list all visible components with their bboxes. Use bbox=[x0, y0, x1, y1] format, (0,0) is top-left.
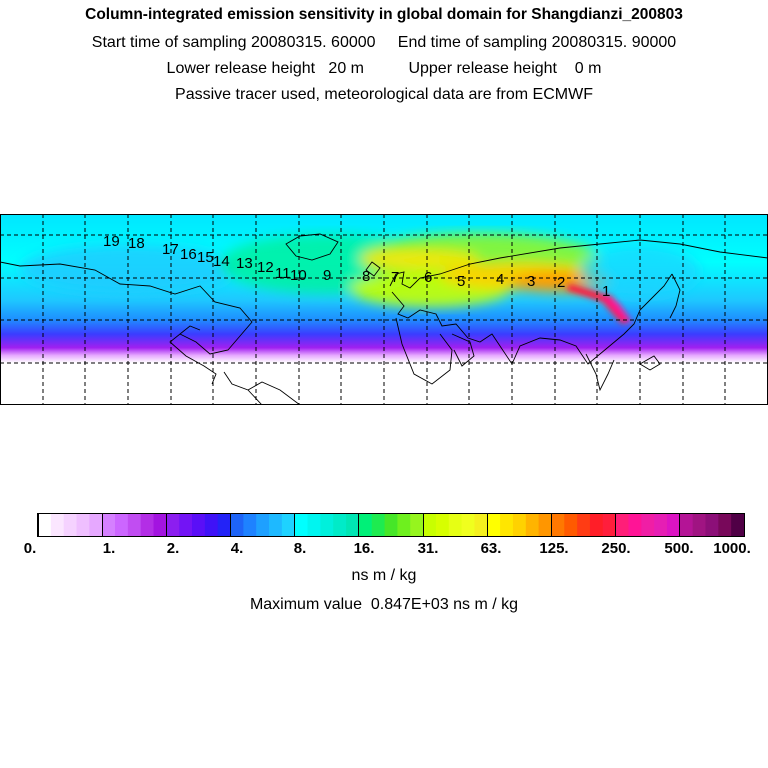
colorbar-cell bbox=[281, 514, 296, 536]
colorbar-cell bbox=[230, 514, 244, 536]
tracer-info-line: Passive tracer used, meteorological data… bbox=[175, 86, 593, 103]
colorbar-cell bbox=[423, 514, 437, 536]
colorbar-cell bbox=[602, 514, 617, 536]
colorbar-cell bbox=[76, 514, 90, 536]
trajectory-label: 14 bbox=[213, 253, 230, 270]
colorbar-tick-label: 8. bbox=[293, 540, 307, 557]
colorbar-tick-label: 125. bbox=[539, 540, 569, 557]
trajectory-label: 4 bbox=[496, 271, 504, 288]
colorbar-cell bbox=[692, 514, 706, 536]
colorbar-cell bbox=[192, 514, 206, 536]
colorbar-cell bbox=[410, 514, 424, 536]
colorbar-cell bbox=[204, 514, 219, 536]
trajectory-label: 8 bbox=[362, 268, 370, 285]
colorbar-cell bbox=[628, 514, 642, 536]
colorbar-cell bbox=[102, 514, 116, 536]
colorbar-cell bbox=[269, 514, 283, 536]
colorbar-tick-label: 1. bbox=[102, 540, 116, 557]
colorbar-cell bbox=[538, 514, 552, 536]
colorbar-cell bbox=[256, 514, 270, 536]
trajectory-label: 11 bbox=[275, 265, 291, 282]
colorbar-cell bbox=[500, 514, 514, 536]
colorbar-cell bbox=[641, 514, 655, 536]
colorbar-cell bbox=[243, 514, 257, 536]
colorbar-cell bbox=[179, 514, 193, 536]
colorbar-cell bbox=[140, 514, 155, 536]
colorbar-cell bbox=[153, 514, 167, 536]
colorbar-cell bbox=[397, 514, 411, 536]
colorbar-cell bbox=[166, 514, 180, 536]
colorbar-cell bbox=[217, 514, 232, 536]
sensitivity-plume bbox=[20, 233, 700, 307]
colorbar-cell bbox=[474, 514, 488, 536]
trajectory-label: 5 bbox=[457, 273, 465, 290]
colorbar bbox=[37, 513, 745, 537]
trajectory-label: 18 bbox=[128, 235, 145, 252]
colorbar-units: ns m / kg bbox=[351, 567, 417, 584]
colorbar-cell bbox=[435, 514, 450, 536]
colorbar-cell bbox=[666, 514, 681, 536]
colorbar-cell bbox=[320, 514, 334, 536]
colorbar-tick-label: 500. bbox=[664, 540, 694, 557]
colorbar-tick-label: 0. bbox=[23, 540, 37, 557]
colorbar-cell bbox=[127, 514, 142, 536]
colorbar-cell bbox=[115, 514, 129, 536]
trajectory-label: 7 bbox=[391, 269, 399, 286]
colorbar-cell bbox=[63, 514, 78, 536]
colorbar-cell bbox=[346, 514, 360, 536]
colorbar-cell bbox=[589, 514, 604, 536]
sampling-time-line: Start time of sampling 20080315. 60000 E… bbox=[91, 34, 677, 51]
colorbar-cell bbox=[705, 514, 719, 536]
colorbar-tick-label: 31. bbox=[417, 540, 439, 557]
colorbar-cell bbox=[384, 514, 398, 536]
colorbar-cell bbox=[461, 514, 475, 536]
colorbar-cell bbox=[577, 514, 591, 536]
trajectory-label: 16 bbox=[180, 246, 197, 263]
trajectory-label: 17 bbox=[162, 241, 179, 258]
coastlines bbox=[0, 233, 768, 405]
trajectory-label: 13 bbox=[236, 255, 253, 272]
colorbar-cell bbox=[487, 514, 501, 536]
colorbar-cell bbox=[525, 514, 540, 536]
colorbar-tick-label: 1000. bbox=[713, 540, 751, 557]
trajectory-label: 9 bbox=[323, 267, 331, 284]
colorbar-cell bbox=[731, 514, 745, 536]
trajectory-label: 2 bbox=[557, 274, 565, 291]
graticule bbox=[0, 214, 768, 405]
trajectory-label: 1 bbox=[602, 283, 610, 300]
colorbar-cell bbox=[654, 514, 668, 536]
release-height-line: Lower release height 20 m Upper release … bbox=[166, 60, 602, 77]
map-title: Column-integrated emission sensitivity i… bbox=[85, 6, 683, 23]
colorbar-tick-label: 4. bbox=[230, 540, 244, 557]
colorbar-cell bbox=[551, 514, 565, 536]
colorbar-tick-label: 250. bbox=[601, 540, 631, 557]
colorbar-tick-label: 16. bbox=[353, 540, 375, 557]
colorbar-cell bbox=[679, 514, 694, 536]
trajectory-label: 12 bbox=[257, 259, 274, 276]
colorbar-cell bbox=[50, 514, 65, 536]
colorbar-cell bbox=[333, 514, 347, 536]
plume-core bbox=[566, 284, 632, 324]
colorbar-cell bbox=[358, 514, 373, 536]
colorbar-cell bbox=[512, 514, 527, 536]
colorbar-cell bbox=[294, 514, 309, 536]
colorbar-tick-label: 63. bbox=[480, 540, 502, 557]
trajectory-label: 10 bbox=[290, 267, 307, 284]
colorbar-cell bbox=[564, 514, 578, 536]
colorbar-cell bbox=[615, 514, 629, 536]
colorbar-cell bbox=[38, 514, 52, 536]
trajectory-label: 3 bbox=[527, 273, 535, 290]
colorbar-cell bbox=[307, 514, 321, 536]
trajectory-label: 15 bbox=[197, 249, 214, 266]
colorbar-cell bbox=[448, 514, 463, 536]
colorbar-tick-label: 2. bbox=[166, 540, 180, 557]
colorbar-cell bbox=[89, 514, 103, 536]
colorbar-cell bbox=[371, 514, 386, 536]
maximum-value-label: Maximum value 0.847E+03 ns m / kg bbox=[249, 596, 519, 613]
trajectory-label: 6 bbox=[424, 269, 432, 286]
trajectory-label: 19 bbox=[103, 233, 120, 250]
colorbar-cell bbox=[718, 514, 732, 536]
